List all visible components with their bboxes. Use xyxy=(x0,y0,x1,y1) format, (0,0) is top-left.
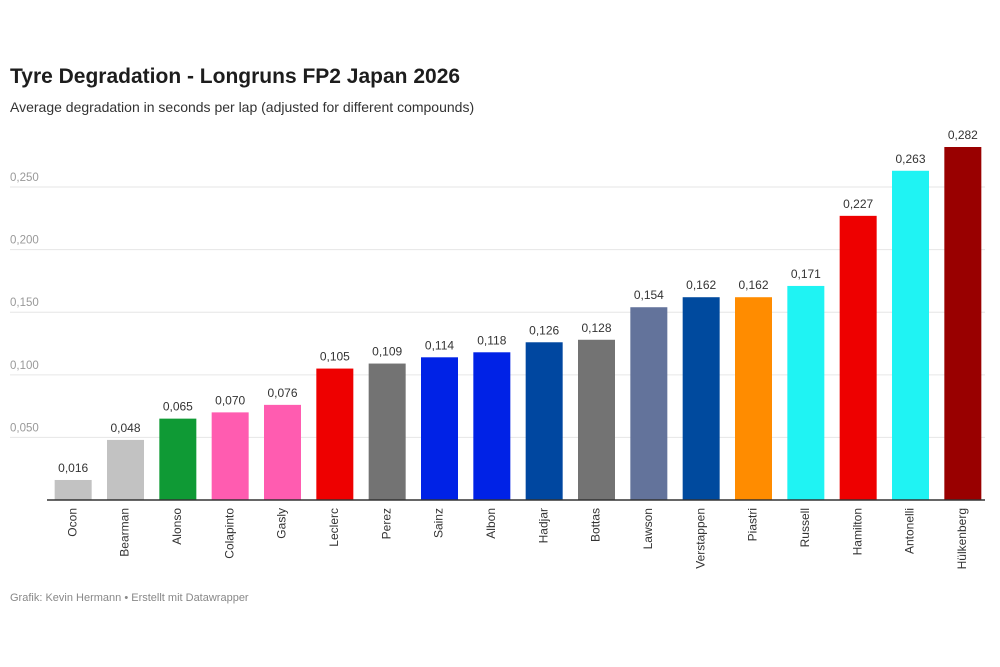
x-tick-label: Perez xyxy=(379,508,393,539)
y-tick-label: 0,250 xyxy=(10,172,39,184)
bar xyxy=(682,297,720,500)
value-label: 0,128 xyxy=(581,321,611,335)
chart-subtitle: Average degradation in seconds per lap (… xyxy=(10,99,474,115)
bar xyxy=(107,439,144,500)
x-tick-label: Colapinto xyxy=(222,508,236,559)
value-label: 0,105 xyxy=(320,350,350,364)
x-tick-label: Hadjar xyxy=(536,508,550,543)
bar xyxy=(264,404,301,500)
bar xyxy=(368,363,406,500)
value-label: 0,016 xyxy=(58,461,88,475)
bar xyxy=(630,307,668,500)
bar xyxy=(421,357,458,500)
bar xyxy=(211,412,249,500)
y-tick-label: 0,050 xyxy=(10,422,39,434)
value-label: 0,076 xyxy=(267,386,297,400)
value-label: 0,048 xyxy=(110,421,140,435)
value-label: 0,263 xyxy=(895,152,925,166)
value-label: 0,162 xyxy=(686,278,716,292)
bar xyxy=(787,285,825,500)
bar xyxy=(525,342,563,500)
x-tick-label: Sainz xyxy=(432,508,446,538)
bar xyxy=(54,479,92,500)
value-label: 0,227 xyxy=(843,197,873,211)
bar xyxy=(944,147,982,500)
y-tick-label: 0,100 xyxy=(10,360,39,372)
value-label: 0,109 xyxy=(372,345,402,359)
x-tick-label: Piastri xyxy=(746,508,760,541)
value-label: 0,162 xyxy=(738,278,768,292)
value-label: 0,126 xyxy=(529,323,559,337)
bar xyxy=(473,352,511,500)
bar xyxy=(159,418,197,500)
y-tick-label: 0,150 xyxy=(10,297,39,309)
bar xyxy=(892,170,929,500)
bar xyxy=(735,297,772,500)
x-tick-label: Verstappen xyxy=(693,508,707,569)
chart-title: Tyre Degradation - Longruns FP2 Japan 20… xyxy=(10,65,460,88)
x-tick-label: Leclerc xyxy=(327,508,341,547)
value-label: 0,282 xyxy=(948,128,978,142)
y-tick-label: 0,200 xyxy=(10,235,39,247)
value-label: 0,114 xyxy=(425,338,454,352)
x-tick-label: Lawson xyxy=(641,508,655,549)
x-tick-label: Bottas xyxy=(589,508,603,542)
x-tick-label: Ocon xyxy=(65,508,79,537)
x-tick-label: Hamilton xyxy=(850,508,864,555)
x-tick-label: Hülkenberg xyxy=(955,508,969,569)
bar xyxy=(578,339,615,500)
value-label: 0,154 xyxy=(634,288,664,302)
bar xyxy=(839,215,877,500)
bar xyxy=(316,368,354,500)
value-label: 0,065 xyxy=(163,400,193,414)
x-tick-label: Russell xyxy=(798,508,812,547)
x-tick-label: Albon xyxy=(484,508,498,539)
value-label: 0,118 xyxy=(477,333,506,347)
x-tick-label: Alonso xyxy=(170,508,184,545)
footer: Grafik: Kevin Hermann • Erstellt mit Dat… xyxy=(10,592,249,604)
value-label: 0,070 xyxy=(215,393,245,407)
x-tick-label: Gasly xyxy=(275,508,289,539)
x-tick-label: Antonelli xyxy=(903,508,917,554)
value-label: 0,171 xyxy=(791,267,821,281)
x-tick-label: Bearman xyxy=(118,508,132,557)
